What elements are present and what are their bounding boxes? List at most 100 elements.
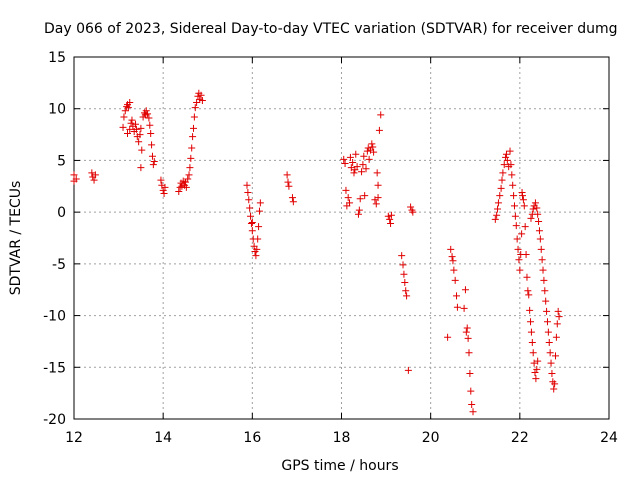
data-point <box>375 126 383 134</box>
data-point <box>137 164 145 172</box>
y-tick-label: 15 <box>48 50 66 66</box>
data-point <box>88 169 96 177</box>
y-tick-label: -20 <box>43 412 66 428</box>
data-point <box>369 143 377 151</box>
data-point <box>137 124 145 132</box>
data-point <box>543 318 551 326</box>
data-point <box>132 125 140 133</box>
data-point <box>150 157 158 165</box>
data-point <box>516 266 524 274</box>
data-point <box>493 211 501 219</box>
x-tick-label: 16 <box>243 430 261 446</box>
data-point <box>531 199 539 207</box>
data-point <box>512 222 520 230</box>
data-point <box>145 114 153 122</box>
data-point <box>194 92 202 100</box>
data-point <box>402 287 410 295</box>
data-point <box>536 235 544 243</box>
data-point <box>346 199 354 207</box>
data-point <box>547 359 555 367</box>
data-point <box>506 147 514 155</box>
data-point <box>148 152 156 160</box>
data-point <box>146 121 154 129</box>
data-point <box>126 125 134 133</box>
data-point <box>453 303 461 311</box>
x-tick-label: 14 <box>154 430 172 446</box>
data-point <box>544 328 552 336</box>
data-point <box>185 171 193 179</box>
data-point <box>555 313 563 321</box>
data-point <box>370 148 378 156</box>
data-point <box>521 223 529 231</box>
data-point <box>354 210 362 218</box>
data-point <box>90 176 98 184</box>
data-point <box>399 261 407 269</box>
data-point <box>363 147 371 155</box>
data-point <box>91 171 99 179</box>
data-point <box>409 208 417 216</box>
data-point <box>70 171 78 179</box>
data-point <box>464 334 472 342</box>
y-axis-label: SDTVAR / TECUs <box>8 181 24 296</box>
data-point <box>498 176 506 184</box>
data-point <box>453 292 461 300</box>
data-point <box>466 369 474 377</box>
data-point <box>541 287 549 295</box>
data-point <box>387 220 395 228</box>
data-point <box>533 365 541 373</box>
data-point <box>254 235 262 243</box>
data-point <box>359 161 367 169</box>
data-point <box>468 401 476 409</box>
data-point <box>404 366 412 374</box>
y-tick-labels: 15 10 5 0 -5 -10 -15 -20 <box>43 50 66 428</box>
data-point <box>513 235 521 243</box>
data-point <box>252 252 260 260</box>
data-point <box>526 306 534 314</box>
data-point <box>285 182 293 190</box>
data-point <box>533 204 541 212</box>
data-point <box>124 104 132 112</box>
data-point <box>368 140 376 148</box>
data-point <box>448 253 456 261</box>
data-point <box>520 202 528 210</box>
data-point <box>450 266 458 274</box>
y-tick-label: 10 <box>48 102 66 118</box>
data-point <box>527 214 535 222</box>
data-point <box>510 192 518 200</box>
data-point <box>362 165 370 173</box>
data-point <box>522 251 530 259</box>
data-point <box>535 217 543 225</box>
y-tick-label: 5 <box>57 153 66 169</box>
data-point <box>365 155 373 163</box>
data-point <box>288 194 296 202</box>
data-point <box>386 215 394 223</box>
data-points <box>70 89 563 416</box>
data-point <box>447 245 455 253</box>
data-point <box>188 144 196 152</box>
data-point <box>157 176 165 184</box>
y-tick-label: -5 <box>52 257 66 273</box>
data-point <box>149 161 157 169</box>
data-point <box>160 190 168 198</box>
data-point <box>449 257 457 265</box>
data-point <box>503 156 511 164</box>
data-point <box>187 154 195 162</box>
data-point <box>508 171 516 179</box>
data-point <box>283 171 291 179</box>
data-point <box>534 210 542 218</box>
data-point <box>518 230 526 238</box>
data-point <box>461 286 469 294</box>
data-point <box>510 202 518 210</box>
data-point <box>186 164 194 172</box>
data-point <box>243 181 251 189</box>
data-point <box>534 357 542 365</box>
data-point <box>198 96 206 104</box>
data-point <box>401 278 409 286</box>
data-point <box>497 184 505 192</box>
data-point <box>190 113 198 121</box>
data-point <box>494 199 502 207</box>
data-point <box>119 123 127 131</box>
data-point <box>246 204 254 212</box>
data-point <box>248 218 256 226</box>
grid-lines <box>74 57 609 419</box>
